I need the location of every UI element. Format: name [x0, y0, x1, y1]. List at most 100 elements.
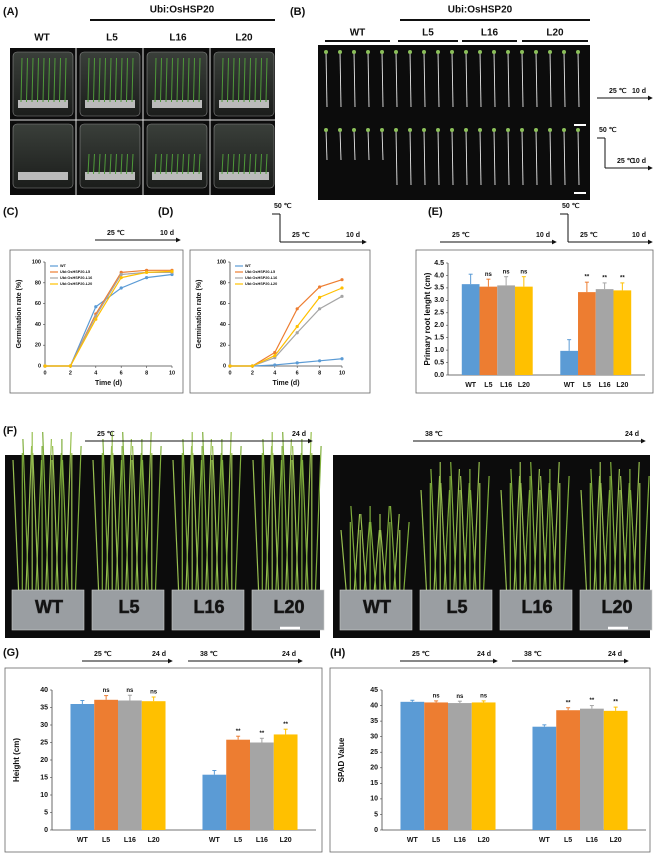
x-tick-label: L20	[280, 837, 292, 844]
seed	[338, 50, 342, 54]
significance-label: **	[585, 275, 590, 281]
plant-leaf	[12, 459, 20, 601]
bar	[250, 742, 274, 830]
plant-leaf	[370, 521, 378, 601]
seed	[464, 50, 468, 54]
seed	[534, 128, 538, 132]
temperature-label: 25 ℃	[617, 157, 635, 165]
y-tick-label: 4.0	[434, 272, 444, 279]
root	[451, 129, 454, 186]
plant-leaf	[562, 475, 570, 601]
y-axis-label: Height (cm)	[12, 738, 21, 782]
plant-leaf	[214, 452, 222, 601]
seed	[562, 128, 566, 132]
plant-leaf	[192, 452, 200, 601]
header: Ubi:OsHSP20	[448, 5, 513, 16]
seed	[506, 50, 510, 54]
plant-leaf	[612, 468, 620, 601]
seed	[506, 128, 510, 132]
seedling	[176, 153, 179, 175]
bar	[532, 726, 557, 830]
seed	[548, 128, 552, 132]
plant-leaf	[182, 438, 190, 601]
temperature-label: 25 ℃	[292, 231, 310, 239]
pot-label: L20	[601, 597, 632, 617]
significance-label: **	[602, 275, 607, 281]
x-tick-label: WT	[564, 382, 576, 389]
time-label: 24 d	[152, 651, 166, 658]
y-tick-label: 20	[370, 765, 378, 772]
x-tick-label: 8	[318, 370, 321, 376]
seedling	[243, 57, 246, 103]
seedling	[120, 57, 123, 103]
plant-leaf	[380, 529, 388, 601]
heat-label: 50 ℃	[599, 126, 617, 134]
plant-leaf	[304, 431, 312, 601]
seed-bed	[85, 172, 135, 180]
seed-bed	[219, 100, 269, 108]
seed	[520, 128, 524, 132]
legend-label: Ubi:OsHSP20-L20	[245, 282, 277, 286]
y-axis-label: Primary root lenght (cm)	[423, 272, 432, 365]
plant-leaf	[134, 452, 142, 601]
x-tick-label: L20	[616, 382, 628, 389]
plant-leaf	[114, 459, 123, 601]
root	[325, 129, 328, 161]
y-tick-label: 1.5	[434, 335, 444, 342]
y-tick-label: 45	[370, 687, 378, 694]
plant-leaf	[122, 431, 130, 601]
plant-leaf	[602, 489, 611, 601]
root	[353, 51, 356, 108]
seedling	[176, 57, 179, 103]
data-point	[295, 324, 299, 329]
seedling	[254, 153, 257, 175]
seedling	[87, 153, 90, 175]
seedling	[37, 57, 39, 103]
significance-label: ns	[520, 269, 528, 275]
y-tick-label: 2.5	[434, 310, 444, 317]
seedling	[227, 57, 229, 103]
data-point	[340, 286, 344, 290]
pot-label: WT	[363, 597, 391, 617]
data-point	[170, 269, 174, 273]
seedling	[249, 57, 251, 103]
significance-label: **	[236, 729, 241, 735]
significance-label: ns	[485, 272, 493, 278]
plant-leaf	[440, 482, 448, 601]
column-label: WT	[34, 33, 50, 44]
seed	[324, 128, 328, 132]
column-label: L20	[235, 33, 253, 44]
seedling	[182, 153, 184, 175]
plant-leaf	[552, 461, 560, 601]
x-tick-label: L5	[432, 837, 440, 844]
root	[339, 51, 342, 108]
data-point	[273, 354, 277, 358]
plant-leaf	[530, 461, 538, 601]
significance-label: ns	[126, 688, 134, 694]
panel-label: (C)	[3, 206, 19, 218]
seedling	[87, 57, 90, 103]
root	[325, 51, 328, 108]
seed	[450, 128, 454, 132]
plant-leaf	[360, 513, 368, 601]
plant-leaf	[204, 438, 212, 601]
plant-leaf	[61, 459, 70, 601]
plant-leaf	[52, 445, 60, 601]
plant-leaf	[600, 482, 608, 601]
seedling	[171, 57, 173, 103]
bar	[603, 710, 628, 830]
seedling	[126, 153, 128, 175]
plant-leaf	[500, 489, 508, 601]
x-tick-label: 2	[251, 370, 254, 376]
column-label: WT	[350, 28, 366, 39]
significance-label: ns	[456, 694, 464, 700]
seedling	[260, 153, 262, 175]
data-point	[318, 295, 322, 299]
plant-leaf	[510, 468, 518, 601]
x-tick-label: L5	[564, 837, 572, 844]
seed	[478, 128, 482, 132]
x-tick-label: L20	[518, 382, 530, 389]
time-label: 24 d	[292, 431, 306, 438]
root	[409, 51, 412, 108]
